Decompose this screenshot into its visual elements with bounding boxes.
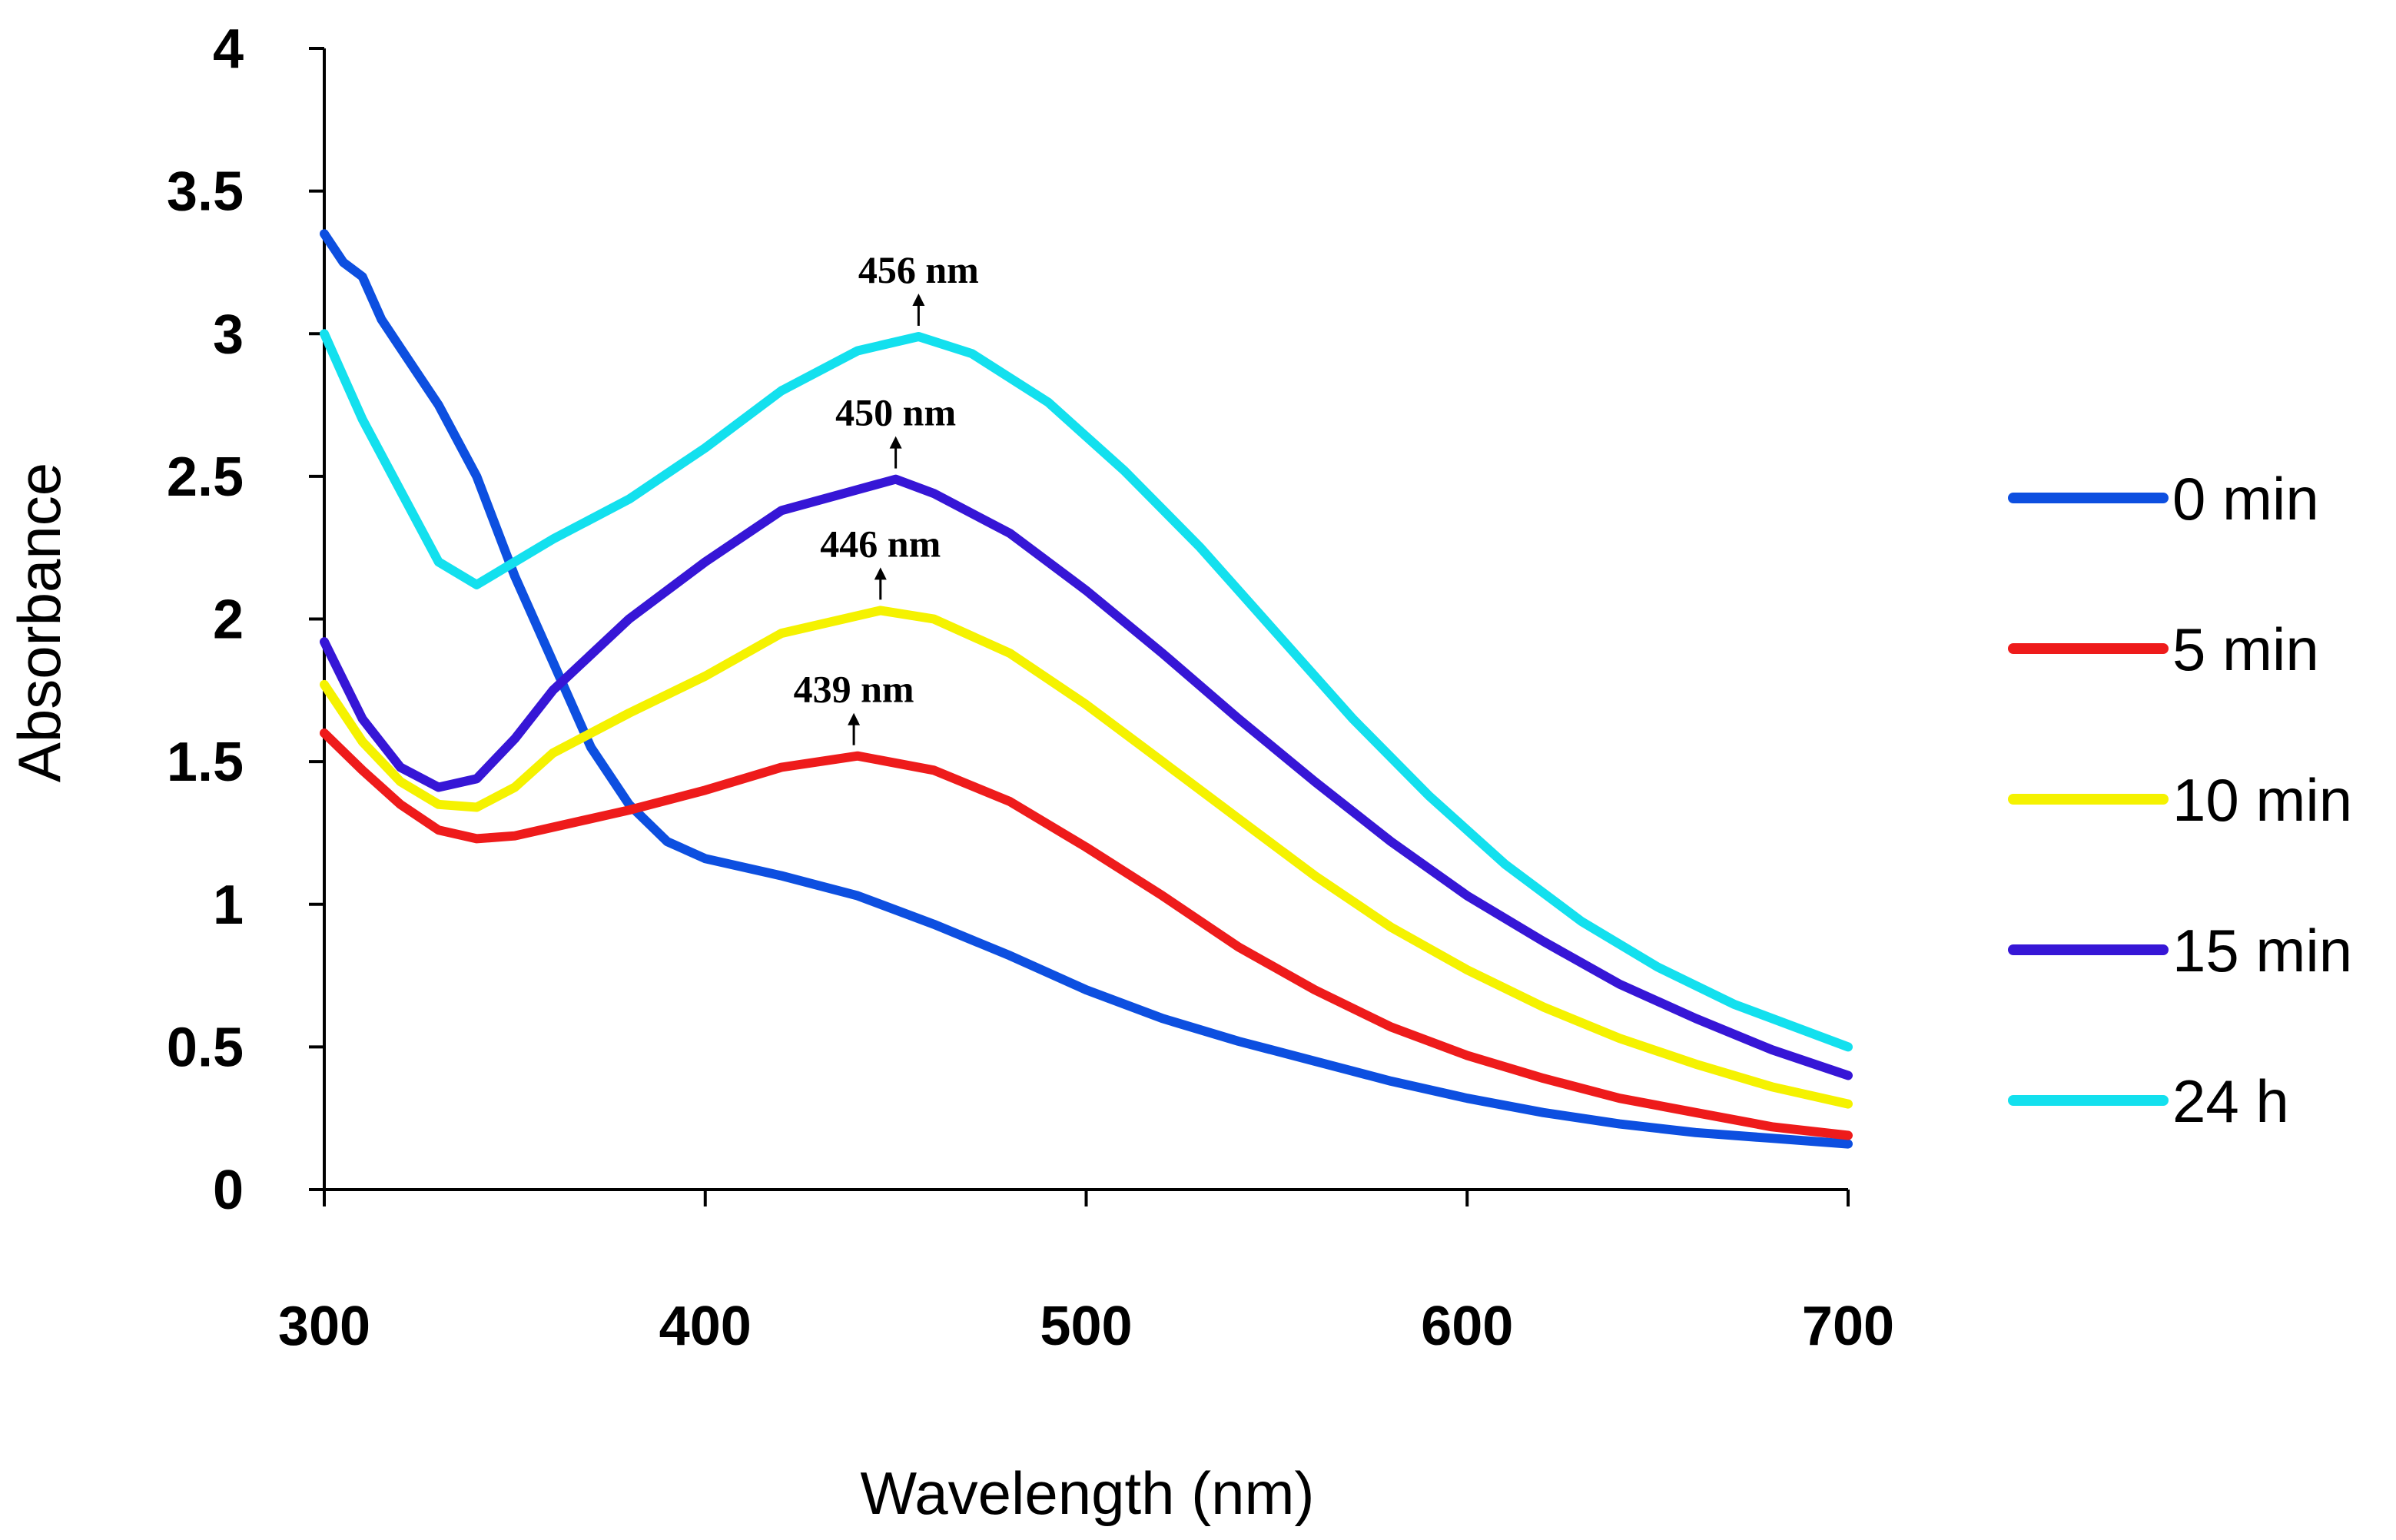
- series-layer: [320, 229, 1853, 1149]
- x-tick-label: 600: [1421, 1296, 1513, 1357]
- x-tick-label: 500: [1040, 1296, 1132, 1357]
- y-tick-label: 1.5: [167, 732, 244, 793]
- peak-arrow-head: [848, 712, 861, 725]
- y-tick-label: 0: [213, 1160, 244, 1221]
- legend-label-24-h: 24 h: [2172, 1067, 2289, 1135]
- series-line-24-h: [320, 329, 1853, 1052]
- series-line-5-min: [320, 729, 1853, 1140]
- y-axis-title: Absorbance: [5, 463, 73, 782]
- peak-label: 439 nm: [794, 668, 914, 711]
- legend-label-0-min: 0 min: [2172, 465, 2319, 533]
- y-tick-label: 4: [213, 18, 244, 80]
- y-tick-label: 2: [213, 589, 244, 651]
- legend-label-5-min: 5 min: [2172, 616, 2319, 683]
- y-tick-label: 3.5: [167, 161, 244, 223]
- peak-arrow-head: [889, 436, 902, 449]
- y-tick-label: 0.5: [167, 1017, 244, 1078]
- peak-arrow-head: [912, 293, 925, 306]
- legend-label-10-min: 10 min: [2172, 766, 2352, 834]
- peak-annotations: 456 nm 450 nm 446 nm 439 nm: [794, 248, 979, 745]
- peak-label: 456 nm: [858, 248, 979, 291]
- series-line-10-min: [320, 606, 1853, 1109]
- x-tick-label: 700: [1802, 1296, 1894, 1357]
- x-axis-title: Wavelength (nm): [861, 1459, 1315, 1527]
- legend: 0 min 5 min 10 min 15 min 24 h: [2008, 465, 2352, 1135]
- x-tick-label: 400: [659, 1296, 752, 1357]
- y-tick-label: 3: [213, 304, 244, 365]
- y-tick-label: 1: [213, 875, 244, 936]
- legend-label-15-min: 15 min: [2172, 917, 2352, 984]
- series-line-15-min: [320, 474, 1853, 1080]
- tick-labels: 0 0.5 1 1.5 2 2.5 3 3.5 4 300 400 500 600 700: [167, 18, 1894, 1357]
- peak-label: 446 nm: [820, 522, 941, 565]
- y-tick-label: 2.5: [167, 446, 244, 508]
- x-tick-label: 300: [278, 1296, 370, 1357]
- peak-arrow-head: [874, 567, 887, 580]
- peak-label: 450 nm: [835, 391, 956, 434]
- series-line-0-min: [320, 229, 1853, 1149]
